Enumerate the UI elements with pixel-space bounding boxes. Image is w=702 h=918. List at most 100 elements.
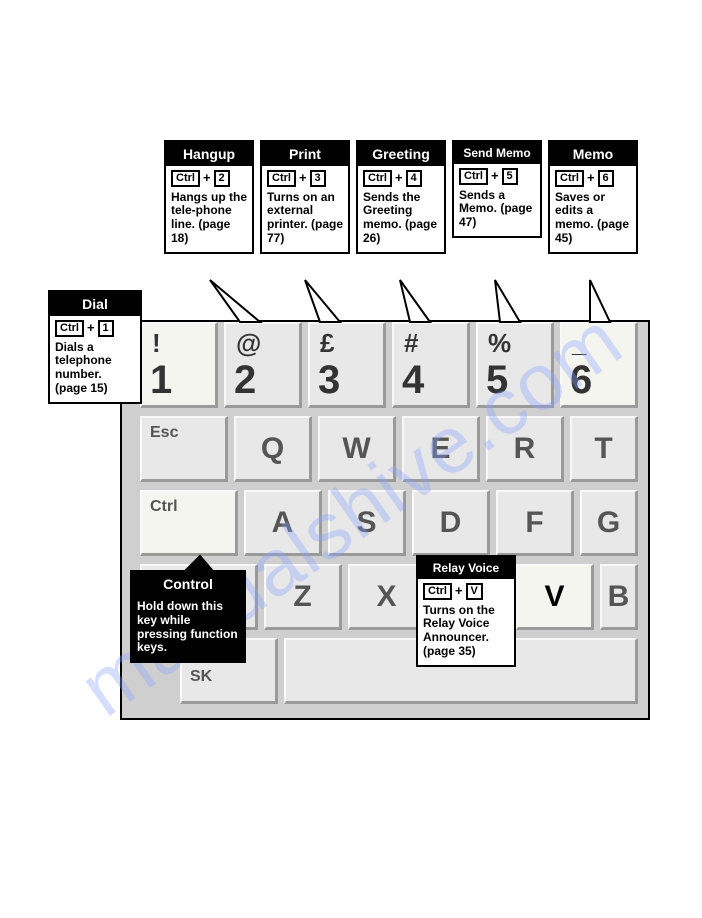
key-w: W <box>318 416 396 482</box>
plus-icon: + <box>455 584 463 599</box>
key-q: Q <box>234 416 312 482</box>
callout-control-title: Control <box>132 572 244 596</box>
key-d: D <box>412 490 490 556</box>
kcap-1: 1 <box>98 320 114 337</box>
key-1: ! 1 <box>140 322 218 408</box>
callout-print: Print Ctrl + 3 Turns on an external prin… <box>260 140 350 254</box>
kcap-ctrl: Ctrl <box>55 320 84 337</box>
key-w-label: W <box>342 432 370 466</box>
callout-greeting-desc: Sends the Greeting memo. (page 26) <box>363 191 439 246</box>
kcap-ctrl: Ctrl <box>171 170 200 187</box>
callout-dial: Dial Ctrl + 1 Dials a telephone number. … <box>48 290 142 404</box>
callout-sendmemo: Send Memo Ctrl + 5 Sends a Memo. (page 4… <box>452 140 542 238</box>
kcap-ctrl: Ctrl <box>363 170 392 187</box>
key-6: _ 6 <box>560 322 638 408</box>
callout-greeting-title: Greeting <box>358 142 444 166</box>
key-f-label: F <box>525 506 543 540</box>
callout-sendmemo-title: Send Memo <box>454 142 540 164</box>
key-6-num: 6 <box>570 358 592 403</box>
key-z-label: Z <box>293 580 311 614</box>
key-3-num: 3 <box>318 358 340 403</box>
key-f: F <box>496 490 574 556</box>
callout-dial-desc: Dials a telephone number. (page 15) <box>55 341 135 396</box>
kcap-ctrl: Ctrl <box>555 170 584 187</box>
callout-relayvoice-desc: Turns on the Relay Voice Announcer. (pag… <box>423 604 509 659</box>
key-r: R <box>486 416 564 482</box>
key-ctrl-label: Ctrl <box>150 498 178 516</box>
callout-greeting: Greeting Ctrl + 4 Sends the Greeting mem… <box>356 140 446 254</box>
kcap-ctrl: Ctrl <box>267 170 296 187</box>
key-2: @ 2 <box>224 322 302 408</box>
callout-sendmemo-desc: Sends a Memo. (page 47) <box>459 189 535 230</box>
key-x-label: X <box>376 580 396 614</box>
callout-print-title: Print <box>262 142 348 166</box>
callout-dial-combo: Ctrl + 1 <box>55 320 135 337</box>
callout-hangup-desc: Hangs up the tele-phone line. (page 18) <box>171 191 247 246</box>
callout-control-desc: Hold down this key while pressing functi… <box>132 596 244 661</box>
key-5-num: 5 <box>486 358 508 403</box>
key-1-symbol: ! <box>152 328 161 359</box>
callout-hangup-combo: Ctrl + 2 <box>171 170 247 187</box>
key-s: S <box>328 490 406 556</box>
plus-icon: + <box>299 171 307 186</box>
kcap-3: 3 <box>310 170 326 187</box>
key-t: T <box>570 416 638 482</box>
key-3-symbol: £ <box>320 328 334 359</box>
diagram-canvas: manualshive.com ! 1 @ 2 £ 3 # 4 % 5 _ 6 … <box>0 0 702 918</box>
key-4-symbol: # <box>404 328 418 359</box>
key-r-label: R <box>514 432 536 466</box>
key-v: V <box>516 564 594 630</box>
key-2-symbol: @ <box>236 328 261 359</box>
kcap-ctrl: Ctrl <box>423 583 452 600</box>
key-esc: Esc <box>140 416 228 482</box>
kcap-v: V <box>466 583 483 600</box>
plus-icon: + <box>203 171 211 186</box>
callout-sendmemo-combo: Ctrl + 5 <box>459 168 535 185</box>
callout-print-desc: Turns on an external printer. (page 77) <box>267 191 343 246</box>
key-v-label: V <box>544 580 564 614</box>
callout-relayvoice-title: Relay Voice <box>418 557 514 579</box>
plus-icon: + <box>87 321 95 336</box>
kcap-4: 4 <box>406 170 422 187</box>
key-z: Z <box>264 564 342 630</box>
key-b: B <box>600 564 638 630</box>
key-sk-label: SK <box>190 668 212 686</box>
plus-icon: + <box>491 169 499 184</box>
key-1-num: 1 <box>150 358 172 403</box>
callout-greeting-combo: Ctrl + 4 <box>363 170 439 187</box>
callout-relayvoice: Relay Voice Ctrl + V Turns on the Relay … <box>416 555 516 667</box>
key-5-symbol: % <box>488 328 511 359</box>
kcap-5: 5 <box>502 168 518 185</box>
callout-print-combo: Ctrl + 3 <box>267 170 343 187</box>
key-a: A <box>244 490 322 556</box>
key-a-label: A <box>272 506 294 540</box>
callout-relayvoice-combo: Ctrl + V <box>423 583 509 600</box>
kcap-ctrl: Ctrl <box>459 168 488 185</box>
kcap-2: 2 <box>214 170 230 187</box>
key-d-label: D <box>440 506 462 540</box>
callout-control: Control Hold down this key while pressin… <box>130 570 246 663</box>
key-g-label: G <box>597 506 620 540</box>
plus-icon: + <box>587 171 595 186</box>
key-x: X <box>348 564 426 630</box>
callout-hangup: Hangup Ctrl + 2 Hangs up the tele-phone … <box>164 140 254 254</box>
key-2-num: 2 <box>234 358 256 403</box>
key-esc-label: Esc <box>150 424 178 442</box>
callout-memo-desc: Saves or edits a memo. (page 45) <box>555 191 631 246</box>
key-t-label: T <box>594 432 612 466</box>
key-g: G <box>580 490 638 556</box>
key-ctrl: Ctrl <box>140 490 238 556</box>
callout-memo-combo: Ctrl + 6 <box>555 170 631 187</box>
key-5: % 5 <box>476 322 554 408</box>
callout-dial-title: Dial <box>50 292 140 316</box>
key-s-label: S <box>356 506 376 540</box>
key-3: £ 3 <box>308 322 386 408</box>
key-b-label: B <box>608 580 630 614</box>
key-4: # 4 <box>392 322 470 408</box>
key-q-label: Q <box>261 432 284 466</box>
key-e-label: E <box>430 432 450 466</box>
callout-memo-title: Memo <box>550 142 636 166</box>
key-4-num: 4 <box>402 358 424 403</box>
callout-hangup-title: Hangup <box>166 142 252 166</box>
plus-icon: + <box>395 171 403 186</box>
